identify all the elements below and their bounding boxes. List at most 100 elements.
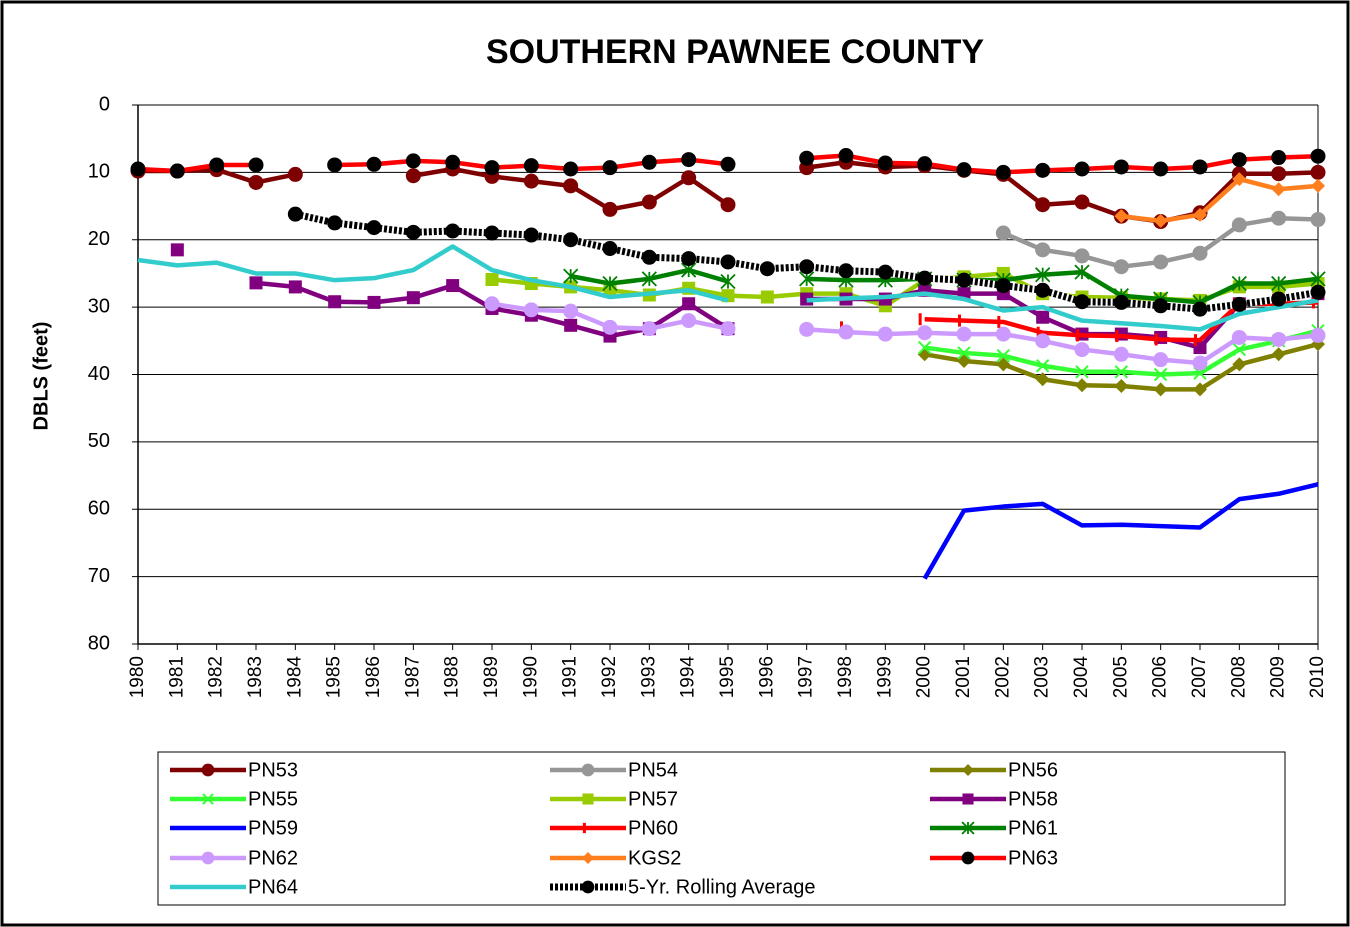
- x-tick-label: 1997: [796, 656, 817, 698]
- data-point: [1153, 213, 1168, 228]
- legend-marker: [961, 821, 975, 835]
- data-point: [1311, 178, 1325, 193]
- data-point: [327, 157, 343, 173]
- data-point: [563, 303, 579, 319]
- x-tick-label: 1989: [481, 656, 502, 698]
- data-point: [602, 160, 618, 176]
- data-point: [838, 324, 854, 340]
- x-tick-label: 1998: [835, 656, 856, 698]
- series: [1114, 172, 1325, 228]
- legend-marker: [582, 822, 586, 834]
- x-tick-label: 1980: [127, 656, 148, 698]
- data-point: [1115, 330, 1119, 343]
- legend-label: PN58: [1008, 788, 1058, 810]
- legend-marker: [581, 763, 595, 777]
- data-point: [1271, 150, 1287, 166]
- data-point: [1153, 367, 1168, 382]
- data-point: [248, 157, 264, 173]
- y-axis-label: DBLS (feet): [30, 322, 52, 431]
- data-point: [681, 251, 697, 267]
- legend-label: PN57: [628, 788, 678, 810]
- data-point: [130, 161, 146, 177]
- legend-marker: [582, 793, 594, 805]
- data-point: [1114, 209, 1129, 224]
- data-point: [1076, 329, 1079, 342]
- data-point: [996, 348, 1011, 363]
- data-point: [1153, 298, 1169, 314]
- data-point: [720, 254, 736, 270]
- data-point: [956, 326, 972, 342]
- data-point: [996, 357, 1011, 372]
- data-point: [523, 302, 539, 318]
- data-point: [917, 270, 933, 286]
- data-point: [328, 295, 342, 309]
- data-point: [1074, 248, 1090, 264]
- data-point: [1310, 327, 1326, 343]
- x-tick-label: 1984: [284, 656, 305, 699]
- data-point: [1310, 148, 1326, 164]
- data-point: [720, 156, 736, 172]
- x-tick-label: 1985: [324, 656, 345, 698]
- data-point: [366, 156, 382, 172]
- data-point: [1035, 359, 1050, 373]
- data-point: [523, 173, 539, 189]
- legend-entry: 5-Yr. Rolling Average: [550, 876, 816, 898]
- data-point: [602, 241, 618, 257]
- data-point: [367, 295, 381, 309]
- data-point: [1192, 301, 1208, 317]
- data-point: [1232, 357, 1247, 372]
- data-point: [641, 249, 657, 265]
- series: [995, 210, 1326, 275]
- data-point: [1192, 355, 1208, 371]
- data-point: [327, 215, 343, 231]
- x-tick-label: 2000: [914, 656, 935, 698]
- data-point: [877, 264, 893, 280]
- series-line: [137, 244, 1319, 332]
- legend-entry: PN53: [170, 759, 298, 781]
- data-point: [249, 276, 263, 290]
- data-point: [405, 224, 421, 240]
- legend-entry: PN63: [930, 847, 1058, 869]
- x-tick-label: 2007: [1189, 656, 1210, 698]
- legend-entry: KGS2: [550, 847, 681, 869]
- data-point: [287, 166, 303, 182]
- data-point: [1271, 347, 1286, 362]
- data-point: [1035, 267, 1051, 283]
- legend-label: 5-Yr. Rolling Average: [628, 876, 816, 898]
- series-line: [922, 482, 1319, 580]
- data-point: [169, 163, 185, 179]
- data-point: [602, 201, 618, 217]
- data-point: [682, 297, 696, 311]
- data-point: [1310, 284, 1326, 300]
- data-point: [366, 220, 382, 236]
- data-point: [445, 154, 461, 170]
- data-point: [681, 152, 697, 168]
- data-point: [405, 153, 421, 169]
- legend-entry: PN55: [170, 788, 298, 810]
- x-tick-label: 1983: [245, 656, 266, 698]
- data-point: [1113, 346, 1129, 362]
- data-point: [1113, 159, 1129, 175]
- data-point: [484, 160, 500, 176]
- data-point: [170, 243, 184, 257]
- legend-entry: PN58: [930, 788, 1058, 810]
- data-point: [995, 326, 1011, 342]
- legend-label: PN63: [1008, 847, 1058, 869]
- y-tick-label: 10: [88, 161, 110, 183]
- data-point: [1271, 182, 1286, 197]
- data-point: [484, 225, 500, 241]
- data-point: [1310, 212, 1326, 228]
- legend-label: PN53: [248, 759, 298, 781]
- data-point: [918, 313, 922, 326]
- legend-label: PN64: [248, 876, 298, 898]
- series-line: [1121, 176, 1319, 224]
- data-point: [1036, 310, 1050, 324]
- legend-marker: [201, 763, 215, 777]
- data-point: [1271, 331, 1287, 347]
- legend-entry: PN56: [930, 759, 1058, 781]
- data-point: [1231, 217, 1247, 233]
- series: [287, 206, 1326, 317]
- data-point: [1271, 210, 1287, 226]
- data-point: [1035, 162, 1051, 178]
- data-point: [1035, 372, 1050, 387]
